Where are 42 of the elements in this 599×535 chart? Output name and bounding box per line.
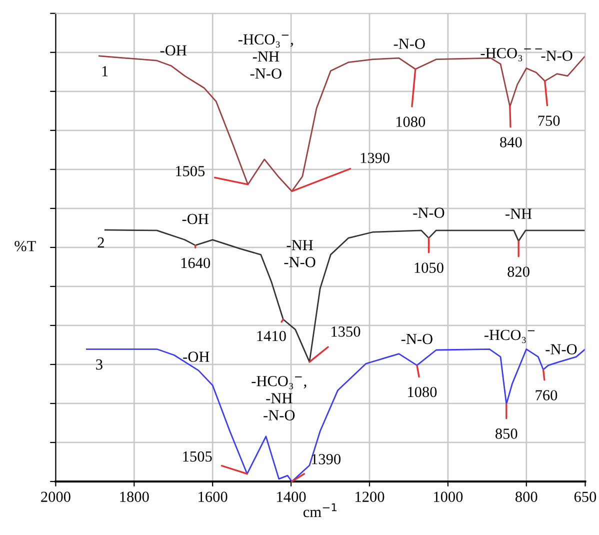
annotation: -N-O	[394, 38, 425, 49]
x-tick-label: 800	[516, 492, 538, 502]
annotation: 1080	[396, 116, 426, 127]
annotation: 850	[496, 428, 518, 439]
annotation: -NH	[506, 208, 532, 219]
annotation: 1050	[414, 262, 444, 273]
annotation: -NH -N-O	[284, 240, 316, 268]
x-tick-label: 1200	[356, 492, 384, 502]
annotation: 1505	[183, 451, 212, 462]
x-tick-label: 650	[574, 492, 596, 502]
annotation: -OH	[182, 214, 208, 224]
annotation: -HCO₃$^{−}$, -NH -N-O	[238, 34, 293, 79]
annotation: -HCO₃$^{−}$, -NH -N-O	[252, 376, 306, 420]
annotation: 1505	[176, 166, 205, 176]
annotation: 1350	[332, 326, 360, 337]
annotation: 820	[508, 266, 530, 277]
annotation: -N-O	[541, 50, 572, 61]
annotation: 750	[538, 116, 560, 126]
x-tick-label: 1400	[277, 492, 306, 502]
x-tick-label: 2000	[41, 492, 70, 502]
annotation: 1080	[408, 386, 437, 398]
annotation: 1410	[257, 330, 286, 342]
annotation: -OH	[183, 352, 210, 362]
series-label: 1	[102, 66, 108, 76]
annotation: -HCO₃$^{−}$	[484, 330, 535, 344]
annotation: 1640	[181, 258, 210, 268]
annotation: 840	[500, 137, 522, 148]
x-tick-label: 1800	[120, 492, 149, 502]
x-axis-title: cm$^{−1}$	[303, 503, 336, 518]
series-label: 3	[96, 359, 102, 370]
annotation: -HCO₃$^{−−}$	[480, 48, 542, 62]
annotation: -OH	[160, 45, 187, 56]
annotation: -N-O	[401, 334, 432, 344]
series-label: 2	[98, 237, 104, 248]
annotation: 1390	[360, 152, 390, 164]
y-axis-title: %T	[14, 240, 36, 252]
annotation: -N-O	[413, 208, 444, 218]
annotation: 760	[536, 390, 558, 400]
annotation: 1390	[312, 454, 341, 464]
x-tick-label: 1600	[198, 492, 228, 502]
x-tick-label: 1000	[434, 492, 463, 502]
annotation: -N-O	[546, 344, 577, 354]
